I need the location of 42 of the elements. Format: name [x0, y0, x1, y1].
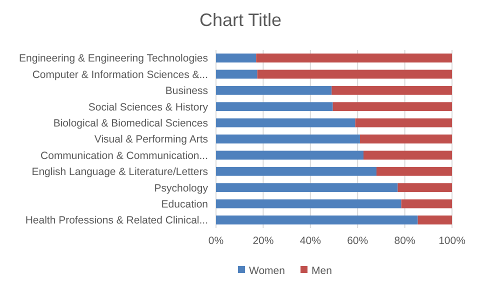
- bar: [398, 183, 452, 192]
- x-tick-label: 60%: [347, 235, 368, 247]
- bar: [216, 199, 402, 208]
- bar: [216, 54, 256, 62]
- bar: [360, 134, 452, 144]
- x-tick-label: 80%: [394, 235, 416, 247]
- x-tick-label: 20%: [252, 235, 274, 247]
- x-tick-label: 0%: [208, 235, 224, 247]
- bar: [216, 183, 398, 192]
- bar: [355, 118, 452, 128]
- y-tick-label: Psychology: [154, 182, 209, 194]
- y-tick-label: Business: [165, 85, 208, 98]
- chart-title: Chart Title: [199, 10, 282, 30]
- x-tick-label: 40%: [300, 235, 321, 247]
- y-tick-label: Education: [161, 198, 208, 210]
- bar: [216, 102, 333, 112]
- y-tick-label: Biological & Biomedical Sciences: [53, 117, 208, 130]
- legend-label: Women: [249, 265, 286, 277]
- bar: [256, 54, 452, 62]
- bar: [364, 150, 452, 160]
- bar: [376, 166, 452, 176]
- bar: [216, 118, 356, 128]
- y-tick-label: Computer & Information Sciences &...: [32, 68, 208, 81]
- bar: [216, 216, 418, 224]
- y-tick-label: Communication & Communication...: [40, 150, 208, 162]
- y-tick-label: Health Professions & Related Clinical...: [25, 214, 208, 227]
- y-tick-label: English Language & Literature/Letters: [32, 166, 208, 178]
- bar: [216, 150, 364, 160]
- y-tick-label: Visual & Performing Arts: [94, 134, 208, 146]
- y-tick-label: Social Sciences & History: [88, 101, 209, 114]
- legend-label: Men: [312, 265, 332, 277]
- bar: [418, 216, 452, 224]
- y-tick-label: Engineering & Engineering Technologies: [19, 52, 208, 65]
- bar: [216, 166, 376, 176]
- bar: [216, 134, 360, 144]
- bar: [257, 70, 452, 79]
- bar: [332, 86, 452, 95]
- bar: [216, 70, 258, 79]
- bar: [332, 102, 452, 112]
- bar: [216, 86, 332, 95]
- bar: [401, 199, 452, 208]
- x-tick-label: 100%: [438, 235, 466, 247]
